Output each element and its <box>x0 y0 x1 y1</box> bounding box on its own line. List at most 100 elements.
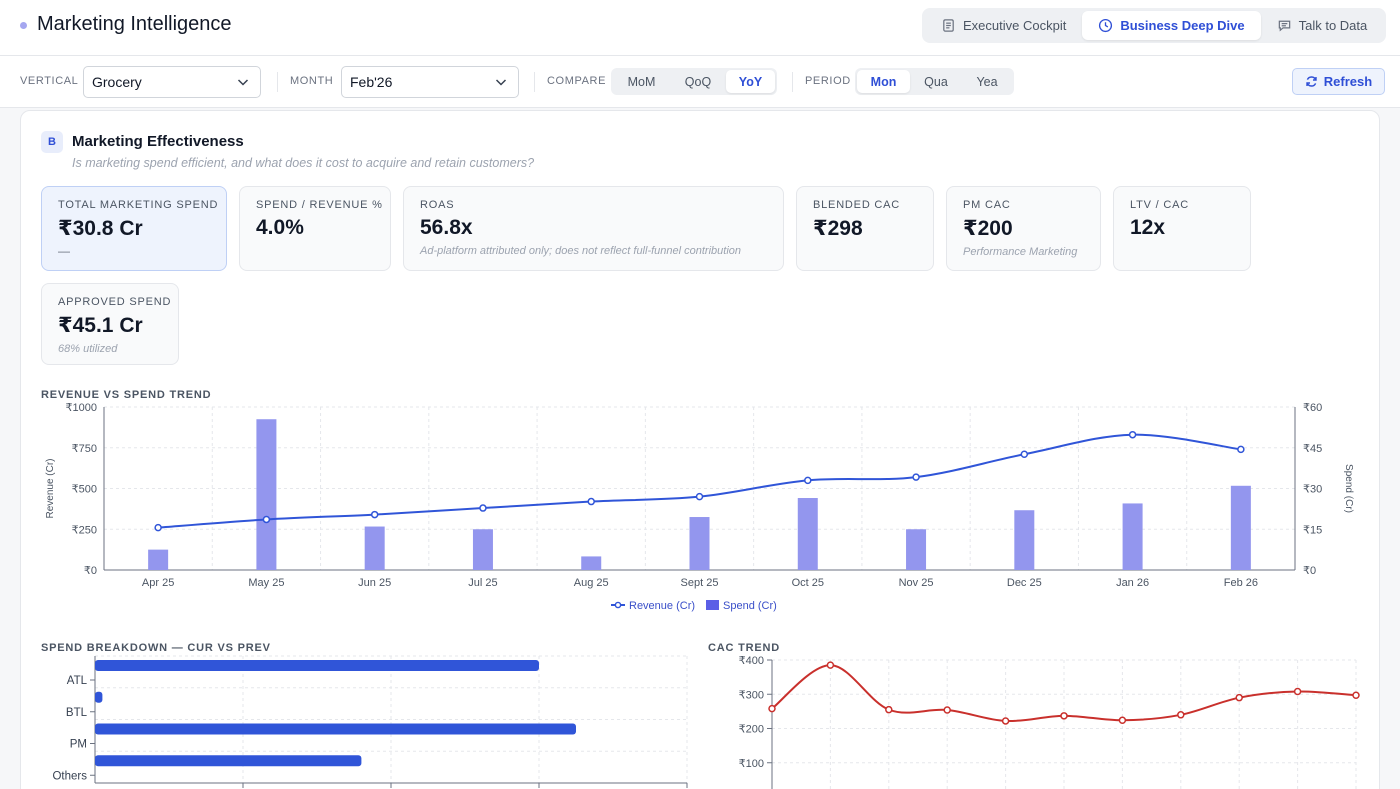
revenue-point <box>1128 430 1137 439</box>
marketing-effectiveness-card: B Marketing Effectiveness Is marketing s… <box>20 110 1380 789</box>
kpi-value: ₹45.1 Cr <box>58 314 143 337</box>
spend-bar <box>472 529 493 570</box>
compare-qoq-button[interactable]: QoQ <box>684 74 712 89</box>
kpi-value: ₹298 <box>813 217 863 240</box>
x-tick-label: Dec 25 <box>1007 577 1042 589</box>
x-tick-label: Feb 26 <box>1224 577 1258 589</box>
vertical-select[interactable]: Grocery <box>83 66 261 98</box>
x-tick-label: Jul 25 <box>468 577 497 589</box>
spend-bar <box>797 498 818 570</box>
kpi-roas[interactable]: ROAS 56.8x Ad-platform attributed only; … <box>403 186 784 271</box>
compare-yoy-button[interactable]: YoY <box>726 70 775 93</box>
cac-point <box>1060 712 1068 720</box>
x-tick-label: Aug 25 <box>574 577 609 589</box>
cac-point <box>1235 693 1243 702</box>
spend-breakdown-chart-title: SPEND BREAKDOWN — CUR VS PREV <box>41 642 271 654</box>
section-title: Marketing Effectiveness <box>72 133 244 150</box>
tab-label: Executive Cockpit <box>963 18 1067 33</box>
spend-bar <box>148 549 169 570</box>
cac-point <box>943 706 951 714</box>
y2-tick-label: ₹30 <box>1303 484 1322 496</box>
filter-bar: VERTICAL Grocery MONTH Feb'26 COMPARE Mo… <box>0 56 1400 108</box>
app-title: Marketing Intelligence <box>37 13 232 35</box>
y2-tick-label: ₹15 <box>1303 524 1322 536</box>
x-tick-label: Jun 25 <box>358 577 391 589</box>
kpi-label: BLENDED CAC <box>813 199 901 211</box>
period-quarter-button[interactable]: Qua <box>924 74 948 89</box>
kpi-value: 4.0% <box>256 216 304 239</box>
tab-executive-cockpit[interactable]: Executive Cockpit <box>925 11 1082 40</box>
y-tick-label: ATL <box>67 675 88 687</box>
refresh-label: Refresh <box>1323 74 1373 89</box>
status-dot-icon <box>20 22 27 29</box>
legend-spend-label: Spend (Cr) <box>723 600 777 612</box>
divider <box>534 72 535 92</box>
y2-tick-label: ₹45 <box>1303 443 1322 455</box>
y2-tick-label: ₹60 <box>1303 402 1322 414</box>
y-tick-label: ₹400 <box>739 655 764 667</box>
section-badge: B <box>41 131 63 153</box>
nav-tabs: Executive Cockpit Business Deep Dive Tal… <box>922 8 1386 43</box>
revenue-point <box>1237 445 1245 454</box>
kpi-label: LTV / CAC <box>1130 199 1189 211</box>
revenue-point <box>912 473 920 481</box>
cac-point <box>1177 711 1185 719</box>
y-tick-label: ₹0 <box>84 565 97 577</box>
spend-bar <box>581 556 602 570</box>
kpi-approved-spend[interactable]: APPROVED SPEND ₹45.1 Cr 68% utilized <box>41 283 179 365</box>
revenue-point <box>804 476 812 485</box>
y-tick-label: ₹100 <box>739 758 764 770</box>
compare-toggle: MoM QoQ YoY <box>611 68 777 95</box>
kpi-blended-cac[interactable]: BLENDED CAC ₹298 <box>796 186 934 271</box>
kpi-note: Performance Marketing <box>963 246 1078 258</box>
spend-breakdown-bar <box>95 691 103 703</box>
spend-bar <box>906 529 927 570</box>
kpi-label: TOTAL MARKETING SPEND <box>58 199 219 211</box>
divider <box>792 72 793 92</box>
cac-point <box>1352 691 1360 700</box>
spend-breakdown-bar <box>95 723 576 735</box>
section-subtitle: Is marketing spend efficient, and what d… <box>72 156 535 170</box>
tab-business-deep-dive[interactable]: Business Deep Dive <box>1082 11 1261 40</box>
kpi-label: PM CAC <box>963 199 1011 211</box>
y-tick-label: ₹300 <box>739 689 764 701</box>
revenue-point <box>587 497 595 506</box>
document-icon <box>943 19 954 32</box>
kpi-ltv-cac[interactable]: LTV / CAC 12x <box>1113 186 1251 271</box>
period-year-button[interactable]: Yea <box>976 74 998 89</box>
y-tick-label: ₹750 <box>72 443 97 455</box>
kpi-note: 68% utilized <box>58 343 118 355</box>
kpi-pm-cac[interactable]: PM CAC ₹200 Performance Marketing <box>946 186 1101 271</box>
period-month-button[interactable]: Mon <box>857 70 910 93</box>
cac-point <box>826 661 835 669</box>
compare-mom-button[interactable]: MoM <box>627 74 656 89</box>
cac-trend-chart: ₹100 ₹200 ₹300 ₹400 <box>739 655 1360 789</box>
spend-bar <box>1230 485 1251 570</box>
x-tick-label: Jan 26 <box>1116 577 1149 589</box>
kpi-total-marketing-spend[interactable]: TOTAL MARKETING SPEND ₹30.8 Cr — <box>41 186 227 271</box>
kpi-spend-revenue[interactable]: SPEND / REVENUE % 4.0% <box>239 186 391 271</box>
y-tick-label: Others <box>52 770 87 782</box>
y-tick-label: ₹250 <box>72 524 97 536</box>
spend-bar <box>364 526 385 570</box>
y2-axis-title: Spend (Cr) <box>1343 464 1354 513</box>
tab-label: Business Deep Dive <box>1120 18 1245 33</box>
y-axis-title: Revenue (Cr) <box>45 458 56 518</box>
revenue-point <box>695 492 704 501</box>
spend-bar <box>256 419 277 570</box>
refresh-button[interactable]: Refresh <box>1292 68 1385 95</box>
revenue-point <box>262 515 271 524</box>
tab-talk-to-data[interactable]: Talk to Data <box>1261 11 1384 40</box>
kpi-value: 12x <box>1130 216 1166 239</box>
period-toggle: Mon Qua Yea <box>855 68 1014 95</box>
cac-point <box>1001 717 1010 725</box>
divider <box>277 72 278 92</box>
clock-icon <box>1099 18 1113 33</box>
month-select[interactable]: Feb'26 <box>341 66 519 98</box>
chevron-down-icon <box>237 79 249 86</box>
revenue-spend-chart-title: REVENUE VS SPEND TREND <box>41 389 212 401</box>
kpi-label: APPROVED SPEND <box>58 296 172 308</box>
spend-breakdown-bar <box>95 755 362 767</box>
legend-spend-marker <box>706 600 719 610</box>
spend-breakdown-chart: ATL BTL PM Others <box>52 655 688 788</box>
